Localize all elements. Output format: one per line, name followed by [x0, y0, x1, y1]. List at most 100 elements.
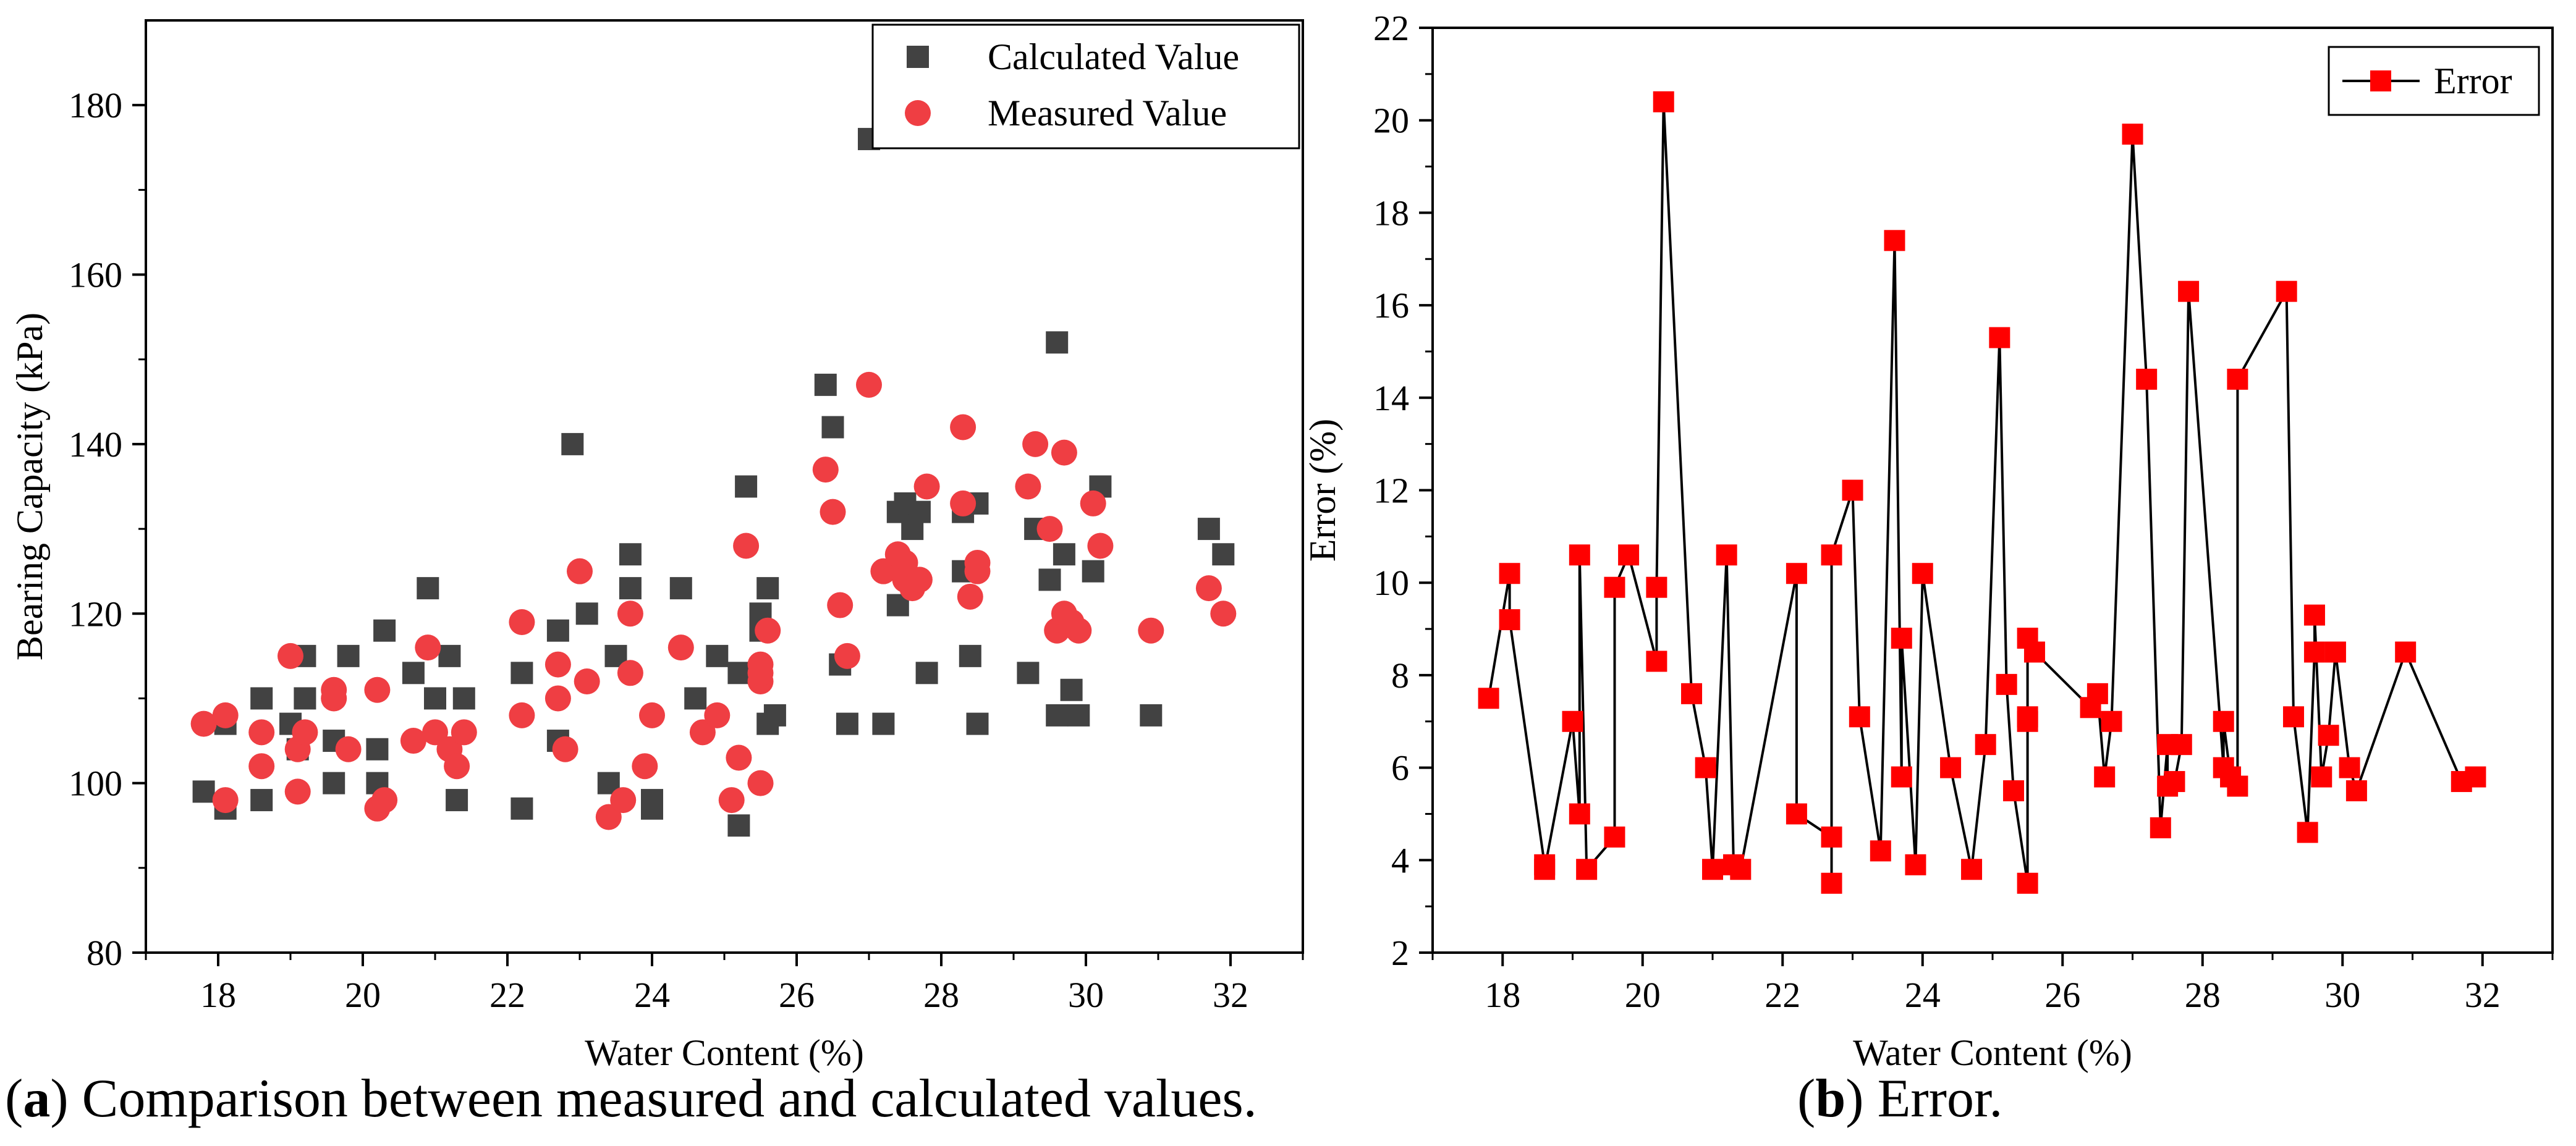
error-point: [2171, 734, 2192, 756]
measured-point: [704, 702, 731, 728]
calculated-point: [452, 687, 475, 710]
x-tick-label: 28: [2185, 975, 2221, 1015]
legend-label-measured: Measured Value: [988, 93, 1227, 133]
measured-point: [190, 710, 217, 737]
x-tick-label: 18: [1485, 975, 1520, 1015]
calculated-point: [250, 687, 273, 710]
measured-point: [718, 787, 745, 814]
measured-point: [610, 787, 637, 814]
legend: Calculated Value Measured Value: [871, 23, 1300, 150]
measured-point: [1080, 490, 1106, 516]
error-point: [1695, 757, 1716, 778]
measured-point: [567, 558, 593, 584]
error-point: [1821, 826, 1842, 848]
error-point: [1940, 757, 1962, 778]
x-tick-label: 18: [200, 975, 236, 1015]
y-tick-label: 140: [69, 424, 122, 465]
calculated-point: [294, 687, 316, 710]
error-point: [2311, 766, 2332, 788]
measured-point: [689, 719, 716, 746]
calculated-point: [1046, 704, 1069, 727]
error-point: [2276, 280, 2297, 302]
error-point: [1562, 710, 1583, 732]
measured-point: [444, 753, 470, 780]
calculated-point: [1046, 331, 1069, 354]
measured-point: [733, 533, 760, 559]
panel-a-comparison-chart: 18 20 22 24 26 28 30 32 80 100 120 140 160 180 Water C…: [9, 19, 1304, 1073]
measured-point: [1051, 439, 1077, 466]
error-point: [2150, 817, 2171, 838]
measured-point: [870, 558, 897, 584]
measured-point: [248, 753, 275, 780]
error-point: [2122, 124, 2143, 145]
calculated-point: [323, 772, 345, 794]
y-tick-label: 12: [1373, 471, 1409, 511]
error-point: [1870, 840, 1891, 862]
y-tick-label: 10: [1373, 563, 1409, 603]
caption-b: (b) Error.: [1797, 1069, 2003, 1129]
calculated-point: [966, 712, 989, 735]
measured-point: [856, 371, 882, 398]
measured-point: [820, 499, 846, 525]
error-point: [1786, 803, 1807, 825]
error-point: [1884, 230, 1905, 251]
calculated-point: [1038, 568, 1061, 591]
error-point: [1646, 576, 1667, 598]
error-point: [1821, 872, 1842, 894]
error-point: [2324, 641, 2346, 663]
legend-marker-error: [2370, 70, 2391, 91]
error-point: [1702, 859, 1723, 880]
error-point: [2023, 641, 2045, 663]
calculated-point: [1060, 678, 1083, 701]
legend: Error: [2328, 46, 2540, 116]
measured-point: [415, 634, 441, 661]
y-tick-label: 18: [1373, 193, 1409, 233]
error-point: [1569, 803, 1590, 825]
measured-point: [371, 787, 398, 814]
x-tick-label: 22: [1765, 975, 1800, 1015]
error-point: [2178, 280, 2200, 302]
measured-point: [335, 736, 362, 762]
caption-a-letter: a: [23, 1069, 51, 1129]
caption-b-text: Error.: [1863, 1069, 2003, 1129]
error-point: [1534, 859, 1556, 880]
error-point: [1842, 479, 1863, 501]
measured-point: [906, 567, 933, 593]
x-axis-label: Water Content (%): [1853, 1032, 2132, 1073]
error-point: [2303, 641, 2325, 663]
measured-point: [747, 770, 774, 796]
measured-point: [726, 744, 752, 771]
measured-point: [617, 600, 643, 627]
measured-point: [1210, 600, 1237, 627]
error-point: [2339, 757, 2360, 778]
error-point: [1975, 734, 1996, 756]
error-point: [2318, 725, 2339, 746]
x-tick-label: 32: [1213, 975, 1248, 1015]
measured-point: [950, 414, 977, 440]
calculated-point: [561, 432, 584, 455]
x-tick-label: 30: [1068, 975, 1104, 1015]
measured-point: [1195, 575, 1222, 602]
legend-marker-calculated: [907, 46, 929, 68]
plot-frame: [1431, 27, 2554, 954]
calculated-point: [706, 644, 729, 667]
panel-b-error-chart: 18 20 22 24 26 28 30 32246810121416182022Water …: [1302, 8, 2554, 1073]
measured-point: [632, 753, 658, 780]
measured-point: [1087, 533, 1114, 559]
measured-point: [667, 634, 694, 661]
calculated-point: [511, 797, 533, 820]
error-point: [1891, 628, 1912, 649]
measured-point: [292, 719, 318, 746]
error-point: [1576, 859, 1598, 880]
measured-point: [747, 660, 774, 686]
measured-point: [278, 643, 303, 669]
measured-point: [827, 592, 854, 618]
error-point: [1499, 563, 1520, 584]
calculated-point: [915, 662, 938, 685]
error-point: [1849, 706, 1870, 728]
error-point: [2395, 641, 2417, 663]
calculated-point: [814, 373, 837, 396]
y-tick-label: 2: [1391, 933, 1409, 973]
calculated-point: [417, 577, 439, 600]
error-point: [2227, 775, 2248, 797]
